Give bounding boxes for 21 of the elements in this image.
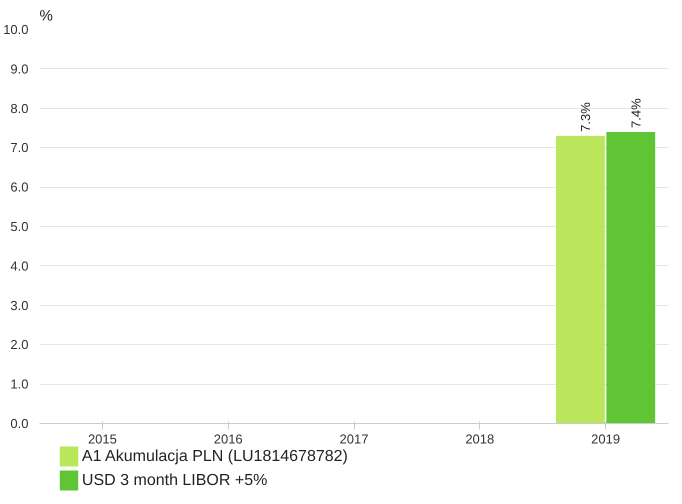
y-tick-label: 5.0 bbox=[10, 219, 29, 234]
x-tick-label: 2015 bbox=[88, 432, 117, 446]
y-tick-label: 10.0 bbox=[3, 22, 29, 37]
data-label: 7.4% bbox=[628, 98, 644, 128]
y-tick-label: 2.0 bbox=[10, 337, 29, 352]
legend-label: A1 Akumulacja PLN (LU1814678782) bbox=[82, 448, 348, 465]
y-tick-label: 7.0 bbox=[10, 140, 29, 156]
y-tick-label: 4.0 bbox=[10, 258, 29, 274]
x-tick-label: 2016 bbox=[214, 432, 243, 446]
x-tick-label: 2017 bbox=[340, 432, 368, 446]
y-axis-title: % bbox=[40, 8, 53, 24]
x-tick-label: 2019 bbox=[591, 432, 620, 446]
y-tick-label: 8.0 bbox=[10, 100, 29, 116]
y-tick-label: 6.0 bbox=[10, 180, 29, 195]
y-tick-label: 3.0 bbox=[10, 298, 29, 313]
y-tick-label: 1.0 bbox=[10, 376, 29, 392]
x-tick-label: 2018 bbox=[465, 432, 494, 446]
y-tick-label: 0.0 bbox=[10, 416, 29, 431]
legend-label: USD 3 month LIBOR +5% bbox=[82, 472, 268, 489]
data-label: 7.3% bbox=[578, 102, 593, 132]
y-tick-label: 9.0 bbox=[10, 61, 29, 76]
